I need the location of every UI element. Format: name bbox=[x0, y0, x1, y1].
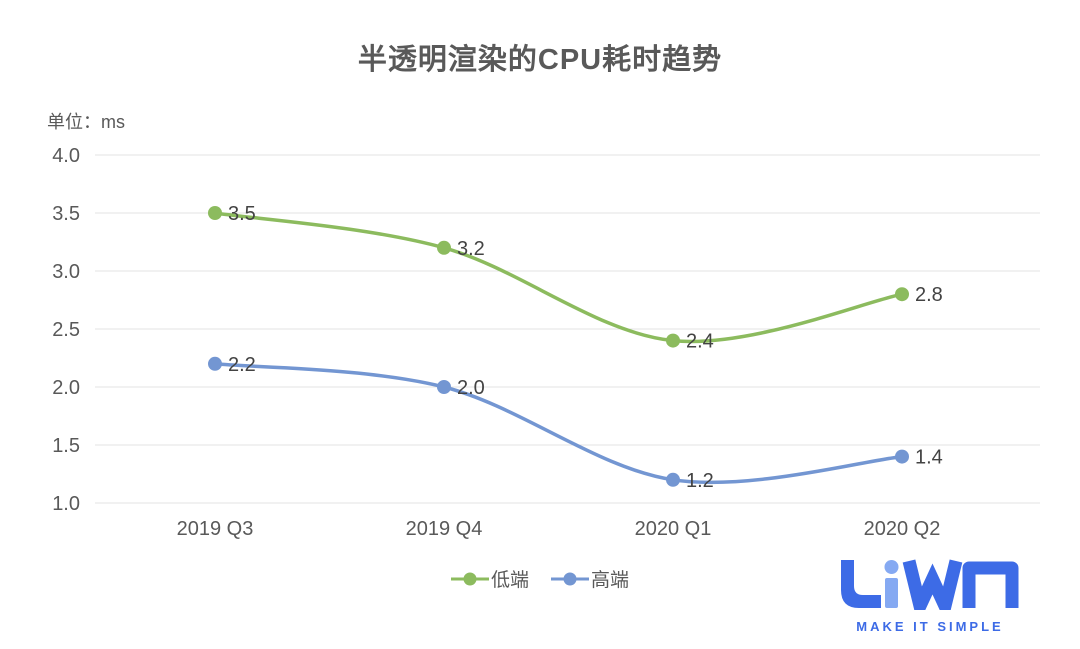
logo-tagline: MAKE IT SIMPLE bbox=[856, 619, 1004, 634]
legend-marker bbox=[450, 572, 489, 585]
y-tick-label: 1.5 bbox=[52, 435, 80, 457]
y-tick-label: 3.5 bbox=[52, 203, 80, 225]
y-tick-label: 3.0 bbox=[52, 261, 80, 283]
data-point bbox=[895, 287, 909, 302]
x-tick-label: 2020 Q1 bbox=[635, 518, 712, 540]
legend: 低端 高端 bbox=[0, 565, 1080, 592]
x-tick-label: 2019 Q4 bbox=[406, 518, 483, 540]
y-tick-label: 2.0 bbox=[52, 377, 80, 399]
legend-item: 高端 bbox=[551, 565, 629, 592]
legend-label: 低端 bbox=[490, 570, 529, 591]
data-label: 1.4 bbox=[915, 447, 943, 469]
legend-marker bbox=[551, 572, 589, 585]
logo-letter-i-dot bbox=[884, 560, 899, 574]
chart-title: 半透明渲染的CPU耗时趋势 bbox=[357, 44, 723, 76]
data-point bbox=[208, 356, 222, 371]
logo-letter-i-stem bbox=[885, 578, 898, 608]
data-point bbox=[895, 449, 909, 464]
data-point bbox=[437, 240, 451, 255]
data-point bbox=[437, 380, 451, 394]
y-tick-label: 2.5 bbox=[52, 319, 80, 341]
data-point bbox=[666, 472, 680, 487]
unit-label: 单位：ms bbox=[47, 112, 125, 132]
data-point bbox=[666, 333, 680, 348]
data-label: 3.2 bbox=[457, 238, 485, 260]
data-label: 2.2 bbox=[228, 354, 256, 376]
data-label: 2.0 bbox=[457, 377, 485, 399]
legend-label: 高端 bbox=[591, 570, 630, 591]
x-tick-label: 2020 Q2 bbox=[864, 518, 941, 540]
logo-letter-a bbox=[962, 561, 1019, 608]
logo-letter-l bbox=[841, 560, 881, 608]
y-tick-label: 4.0 bbox=[52, 145, 80, 167]
data-label: 2.4 bbox=[686, 331, 714, 353]
logo-letter-w bbox=[902, 559, 963, 626]
legend-item: 低端 bbox=[450, 565, 529, 592]
data-label: 3.5 bbox=[228, 203, 256, 225]
series-line-高端 bbox=[214, 362, 903, 485]
series-line-低端 bbox=[214, 211, 903, 344]
data-point bbox=[208, 206, 222, 220]
x-tick-label: 2019 Q3 bbox=[177, 518, 254, 540]
data-label: 1.2 bbox=[686, 470, 714, 492]
y-tick-label: 1.0 bbox=[52, 493, 80, 515]
data-label: 2.8 bbox=[915, 284, 943, 306]
logo-mark bbox=[841, 559, 1019, 626]
logo: MAKE IT SIMPLE bbox=[834, 558, 1026, 634]
